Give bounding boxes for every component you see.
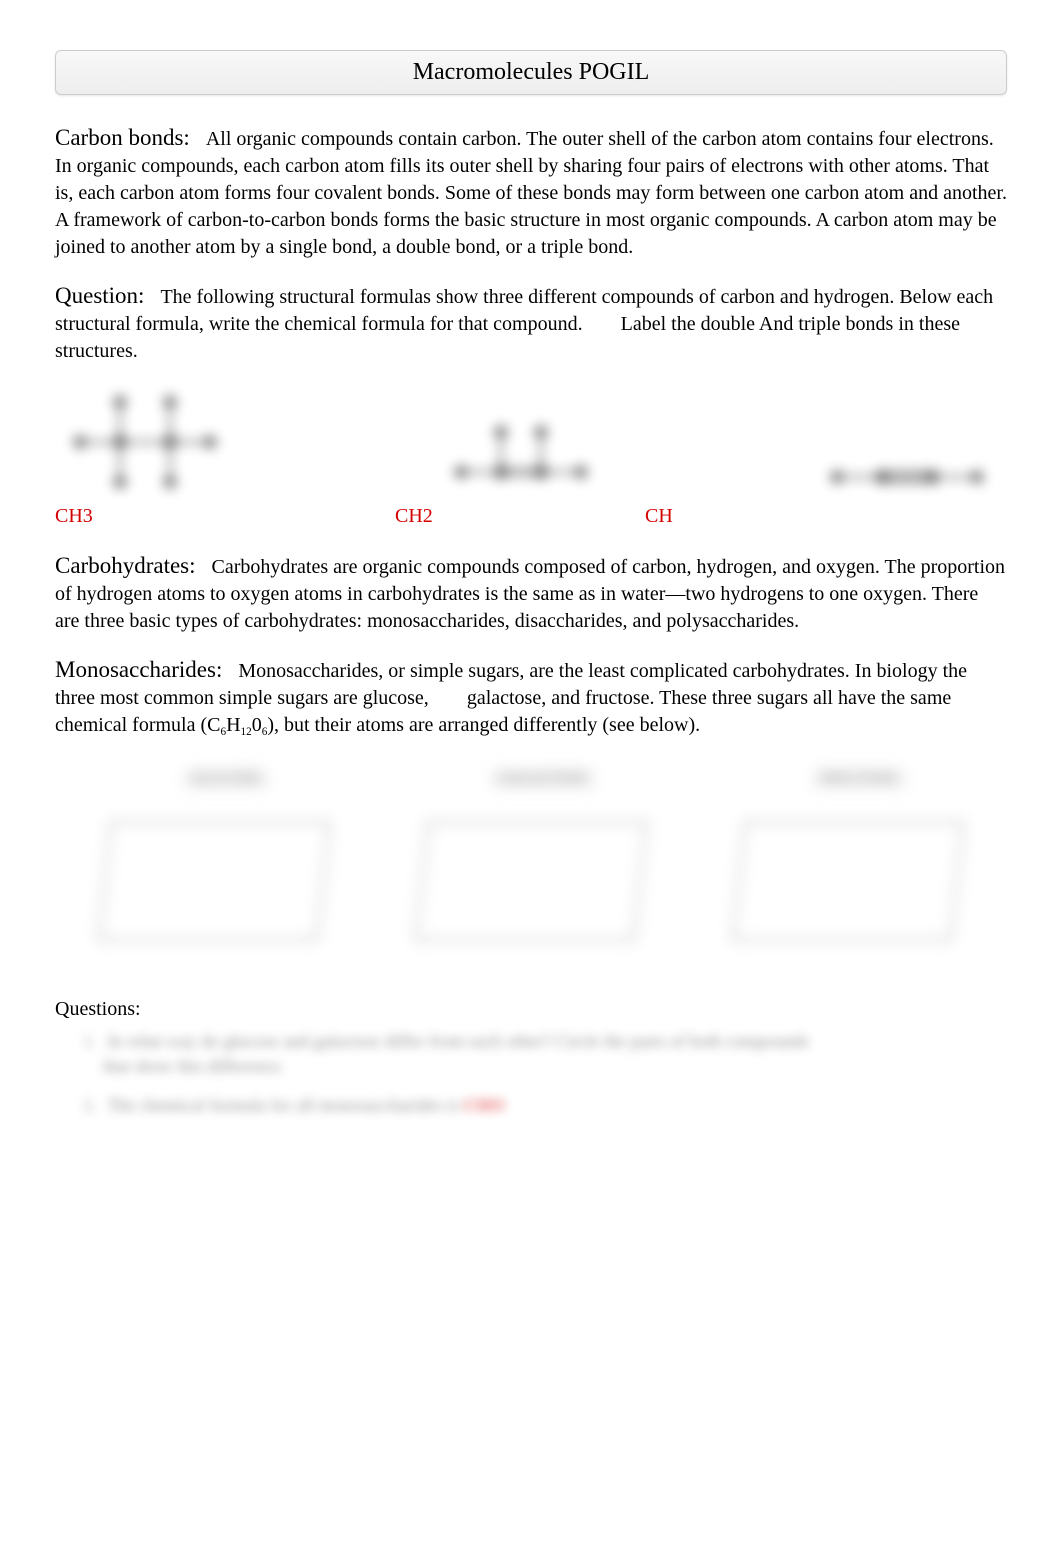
glucose-label: GLUCOSE	[184, 769, 268, 789]
mono-text-c: ), but their atoms are arranged differen…	[267, 714, 700, 736]
structure-ethyne	[817, 457, 997, 497]
question-section: Question: The following structural formu…	[55, 283, 1007, 365]
mono-mid2: 0	[252, 714, 262, 736]
formula-ch: CH	[645, 505, 673, 527]
carbohydrates-section: Carbohydrates: Carbohydrates are organic…	[55, 553, 1007, 635]
glucose-diagram: GLUCOSE	[84, 761, 344, 971]
formulas-row: CH3 CH2 CH	[55, 505, 1007, 528]
carbohydrates-heading: Carbohydrates:	[55, 553, 196, 578]
structure-ethene	[441, 417, 601, 497]
monosaccharides-heading: Monosaccharides:	[55, 657, 222, 682]
galactose-label: GALACTOSE	[491, 769, 595, 789]
structural-formulas-row	[55, 387, 1007, 497]
sugar-diagrams: GLUCOSE GALACTOSE FRUCTOSE	[55, 761, 1007, 981]
q1-line2-wrap: that show this difference.	[103, 1056, 1007, 1077]
q2-text: The chemical formula for all monosacchar…	[107, 1095, 463, 1115]
carbon-bonds-text: All organic compounds contain carbon. Th…	[55, 128, 1007, 258]
structure-ethane	[65, 387, 225, 497]
carbon-bonds-section: Carbon bonds: All organic compounds cont…	[55, 125, 1007, 261]
mono-sub2: 12	[241, 726, 252, 738]
q1-line2: that show this difference.	[103, 1056, 285, 1076]
galactose-diagram: GALACTOSE	[401, 761, 661, 971]
questions-heading: Questions:	[55, 996, 1007, 1023]
q1-num: 1.	[83, 1031, 103, 1052]
page-title: Macromolecules POGIL	[55, 50, 1007, 95]
monosaccharides-section: Monosaccharides: Monosaccharides, or sim…	[55, 657, 1007, 739]
question-2: 2. The chemical formula for all monosacc…	[83, 1095, 1007, 1116]
carbon-bonds-heading: Carbon bonds:	[55, 125, 190, 150]
question-heading: Question:	[55, 283, 144, 308]
q1-line1: In what way do glucose and galactose dif…	[108, 1031, 809, 1051]
question-1: 1. In what way do glucose and galactose …	[83, 1031, 1007, 1052]
fructose-diagram: FRUCTOSE	[718, 761, 978, 971]
mono-mid: H	[226, 714, 240, 736]
blurred-questions: 1. In what way do glucose and galactose …	[55, 1031, 1007, 1116]
formula-ch3: CH3	[55, 505, 93, 527]
q2-answer: CHO	[464, 1095, 505, 1115]
carbohydrates-text: Carbohydrates are organic compounds comp…	[55, 556, 1005, 632]
q2-num: 2.	[83, 1095, 103, 1116]
formula-ch2: CH2	[395, 505, 433, 527]
fructose-label: FRUCTOSE	[813, 769, 905, 789]
